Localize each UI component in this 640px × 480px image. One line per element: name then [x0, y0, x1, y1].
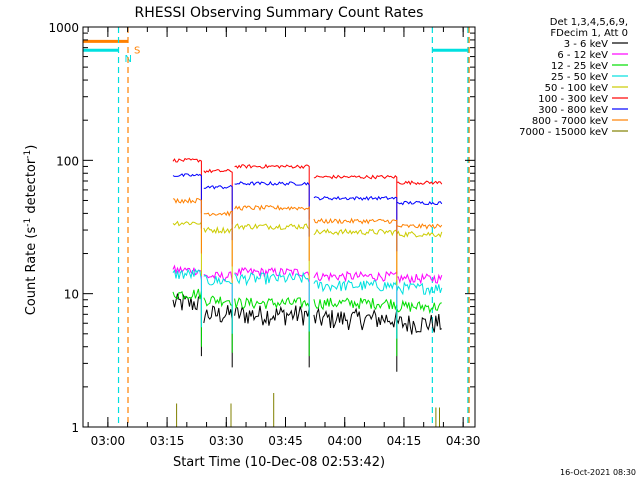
x-tick-label: 04:00 [327, 434, 362, 448]
x-tick-label: 03:30 [209, 434, 244, 448]
y-tick-label: 10 [64, 288, 79, 302]
legend-entry-label: 50 - 100 keV [545, 83, 609, 94]
series-line-7 [172, 196, 443, 275]
legend-entry-label: 100 - 300 keV [538, 94, 608, 105]
series-line-1 [172, 264, 443, 330]
series-line-2 [172, 288, 442, 357]
legend-entry-label: 800 - 7000 keV [532, 116, 608, 127]
flag-label-s: S [134, 45, 140, 56]
legend-entry-label: 6 - 12 keV [557, 50, 608, 61]
chart-title: RHESSI Observing Summary Count Rates [135, 5, 424, 21]
x-tick-label: 03:45 [268, 434, 303, 448]
y-axis-label-sup1: -1 [23, 218, 33, 227]
y-axis-label-mid: detector [24, 158, 39, 218]
y-tick-label: 1000 [48, 21, 79, 35]
series-line-8 [176, 393, 440, 427]
axes: 1 10 100 1000 03:00 03:15 03:30 03:45 04:00 04:15… [48, 21, 480, 448]
legend-entry-label: 300 - 800 keV [538, 105, 608, 116]
series-line-4 [172, 220, 443, 286]
y-axis-label-sup2: -1 [23, 150, 33, 159]
x-tick-label: 03:15 [150, 434, 185, 448]
x-axis-label: Start Time (10-Dec-08 02:53:42) [173, 455, 385, 470]
legend-header-line: FDecim 1, Att 0 [550, 28, 628, 39]
x-tick-label: 04:15 [387, 434, 422, 448]
y-axis-label: Count Rate (s-1 detector-1) [23, 145, 39, 316]
legend-entry-label: 25 - 50 keV [551, 72, 608, 83]
legend: Det 1,3,4,5,6,9,FDecim 1, Att 03 - 6 keV… [519, 17, 628, 138]
series-line-3 [172, 268, 443, 339]
legend-entry-label: 3 - 6 keV [564, 39, 608, 50]
series-line-5 [172, 157, 443, 231]
plot-frame [82, 26, 476, 428]
footer-timestamp: 16-Oct-2021 08:30 [560, 468, 636, 477]
plot-area: SN [83, 27, 470, 427]
y-tick-label: 1 [71, 421, 79, 435]
legend-header-line: Det 1,3,4,5,6,9, [550, 17, 628, 28]
legend-entry-label: 12 - 25 keV [551, 61, 608, 72]
x-tick-label: 04:30 [446, 434, 481, 448]
legend-entry-label: 7000 - 15000 keV [519, 127, 608, 138]
y-axis-label-main: Count Rate (s [24, 227, 39, 316]
y-tick-label: 100 [56, 154, 79, 168]
y-axis-label-end: ) [24, 145, 39, 150]
x-tick-label: 03:00 [91, 434, 126, 448]
series-line-6 [172, 173, 443, 252]
